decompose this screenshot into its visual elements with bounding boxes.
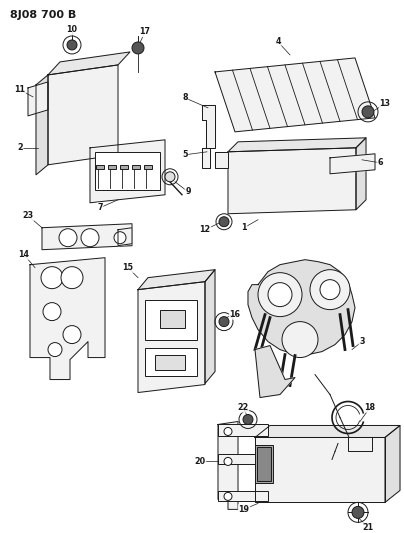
Circle shape	[219, 317, 229, 327]
Circle shape	[282, 321, 318, 358]
Circle shape	[132, 42, 144, 54]
Bar	[120, 165, 128, 169]
Polygon shape	[202, 148, 210, 168]
Text: 16: 16	[229, 310, 240, 319]
Circle shape	[320, 280, 340, 300]
Text: 17: 17	[139, 28, 151, 36]
Text: 19: 19	[238, 505, 250, 514]
Bar	[218, 455, 268, 464]
Text: 8: 8	[182, 93, 188, 102]
Polygon shape	[48, 52, 130, 75]
Bar	[96, 165, 104, 169]
Text: 13: 13	[379, 99, 391, 108]
Text: 21: 21	[362, 523, 374, 532]
Text: 18: 18	[364, 403, 376, 412]
Bar	[145, 300, 197, 340]
Circle shape	[268, 282, 292, 306]
Text: 15: 15	[122, 263, 133, 272]
Bar	[145, 348, 197, 376]
Text: 22: 22	[238, 403, 248, 412]
Text: 4: 4	[275, 37, 281, 46]
Bar	[132, 165, 140, 169]
Bar	[144, 165, 152, 169]
Circle shape	[114, 232, 126, 244]
Polygon shape	[138, 270, 215, 289]
Circle shape	[165, 172, 175, 182]
Circle shape	[243, 415, 253, 424]
Text: 3: 3	[359, 337, 365, 346]
Circle shape	[310, 270, 350, 310]
Text: 8J08 700 B: 8J08 700 B	[10, 10, 76, 20]
Text: 5: 5	[182, 150, 188, 159]
Text: 20: 20	[194, 457, 206, 466]
Bar	[218, 491, 268, 502]
Polygon shape	[330, 154, 375, 174]
Circle shape	[43, 303, 61, 321]
Bar	[155, 354, 185, 369]
Circle shape	[224, 492, 232, 500]
Polygon shape	[385, 425, 400, 503]
Polygon shape	[218, 422, 238, 510]
Circle shape	[48, 343, 62, 357]
Text: 23: 23	[23, 211, 34, 220]
Polygon shape	[118, 228, 132, 246]
Polygon shape	[202, 105, 215, 148]
Text: 6: 6	[377, 158, 383, 167]
Circle shape	[224, 457, 232, 465]
Circle shape	[224, 427, 232, 435]
Text: 14: 14	[19, 250, 29, 259]
Circle shape	[41, 266, 63, 289]
Polygon shape	[36, 75, 48, 175]
Polygon shape	[255, 425, 400, 438]
Text: 10: 10	[67, 26, 78, 35]
Text: 9: 9	[185, 187, 191, 196]
Polygon shape	[215, 152, 228, 168]
Bar	[255, 446, 273, 483]
Text: 7: 7	[97, 203, 103, 212]
Bar	[257, 448, 271, 481]
Circle shape	[81, 229, 99, 247]
Text: 2: 2	[17, 143, 23, 152]
Circle shape	[59, 229, 77, 247]
Polygon shape	[255, 345, 295, 398]
Polygon shape	[248, 260, 355, 354]
Text: 11: 11	[15, 85, 25, 94]
Polygon shape	[228, 148, 356, 214]
Polygon shape	[356, 138, 366, 210]
Polygon shape	[28, 82, 48, 116]
Circle shape	[61, 266, 83, 289]
Polygon shape	[90, 140, 165, 203]
Polygon shape	[205, 270, 215, 384]
Text: 1: 1	[241, 223, 247, 232]
Circle shape	[63, 326, 81, 344]
Polygon shape	[255, 438, 385, 503]
Polygon shape	[42, 224, 132, 249]
Bar	[160, 310, 185, 328]
Polygon shape	[138, 281, 205, 392]
Bar	[95, 152, 160, 190]
Polygon shape	[215, 58, 375, 132]
Bar	[218, 424, 268, 437]
Circle shape	[67, 40, 77, 50]
Bar	[108, 165, 116, 169]
Circle shape	[219, 217, 229, 227]
Polygon shape	[228, 138, 366, 152]
Polygon shape	[48, 65, 118, 165]
Text: 12: 12	[200, 225, 210, 234]
Circle shape	[258, 273, 302, 317]
Polygon shape	[30, 257, 105, 379]
Circle shape	[362, 106, 374, 118]
Bar	[348, 438, 372, 451]
Circle shape	[352, 506, 364, 519]
